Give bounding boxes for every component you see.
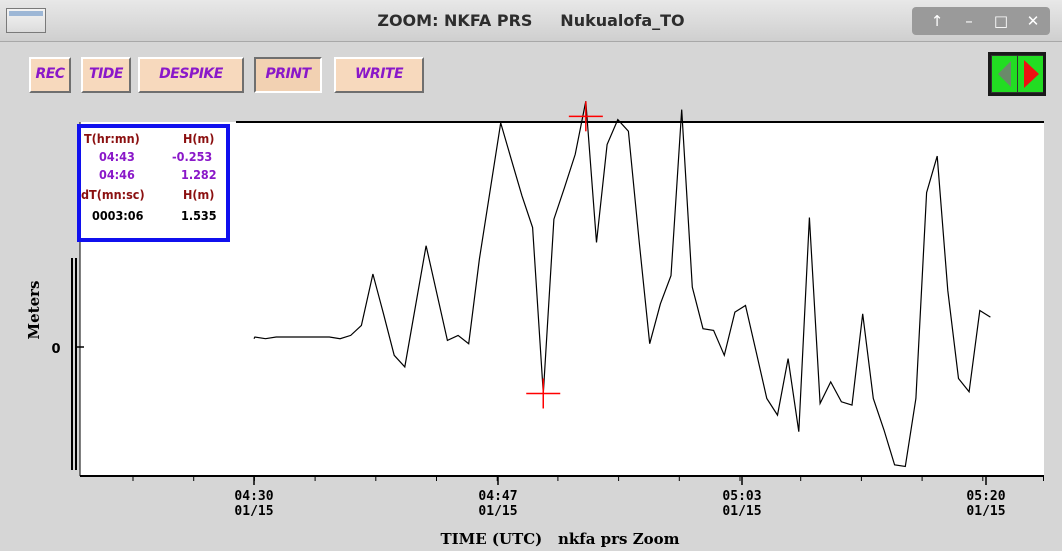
plot-frame <box>71 121 1044 477</box>
shade-up-icon[interactable]: ↑ <box>930 12 944 30</box>
readout-dt-header: dT(mn:sc) <box>81 187 145 202</box>
readout-time-2: 04:46 <box>99 167 135 182</box>
y-tick-label: 0 <box>51 342 60 357</box>
x-tick-label-time: 05:03 <box>722 489 761 504</box>
left-arrow-icon <box>998 61 1011 87</box>
window-title: ZOOM: NKFA PRS Nukualofa_TO <box>377 11 685 30</box>
window-controls: ↑ – □ ✕ <box>912 7 1050 35</box>
readout-dh-header: H(m) <box>183 187 215 202</box>
readout-height-header: H(m) <box>183 131 215 146</box>
nav-arrows <box>988 52 1046 96</box>
prev-button[interactable] <box>992 56 1017 92</box>
plot-background <box>80 122 1044 476</box>
readout-height-2: 1.282 <box>181 167 217 182</box>
maximize-icon[interactable]: □ <box>993 12 1009 30</box>
cursor-marks <box>526 101 603 409</box>
window-menu-icon[interactable] <box>6 8 46 33</box>
readout-dt-value: 0003:06 <box>92 208 144 223</box>
despike-button[interactable]: DESPIKE <box>138 57 244 93</box>
close-icon[interactable]: ✕ <box>1026 12 1040 30</box>
tide-button[interactable]: TIDE <box>81 57 131 93</box>
x-tick-label-time: 04:30 <box>234 489 273 504</box>
rec-button[interactable]: REC <box>29 57 71 93</box>
y-axis-label: Meters <box>25 281 43 340</box>
title-bar: ZOOM: NKFA PRS Nukualofa_TO ↑ – □ ✕ <box>0 0 1062 42</box>
readout-height-1: -0.253 <box>172 149 213 164</box>
readout-dh-value: 1.535 <box>181 208 217 223</box>
write-button[interactable]: WRITE <box>334 57 424 93</box>
next-button[interactable] <box>1018 56 1043 92</box>
x-axis-label: TIME (UTC) nkfa prs Zoom <box>440 530 679 548</box>
right-arrow-icon <box>1024 60 1039 88</box>
readout-time-1: 04:43 <box>99 149 135 164</box>
x-tick-label-time: 04:47 <box>478 489 517 504</box>
readout-box: T(hr:mn) H(m) 04:43 -0.253 04:46 1.282 d… <box>77 124 230 242</box>
x-tick-label-date: 01/15 <box>234 504 273 519</box>
toolbar: REC TIDE DESPIKE PRINT WRITE <box>0 43 1062 111</box>
x-tick-label-time: 05:20 <box>966 489 1005 504</box>
x-tick-label-date: 01/15 <box>966 504 1005 519</box>
x-tick-label-date: 01/15 <box>478 504 517 519</box>
readout-time-header: T(hr:mn) <box>84 131 140 146</box>
series-line <box>253 101 991 468</box>
print-button[interactable]: PRINT <box>254 57 322 93</box>
x-tick-label-date: 01/15 <box>722 504 761 519</box>
x-ticks <box>132 476 1044 485</box>
minimize-icon[interactable]: – <box>965 12 973 30</box>
